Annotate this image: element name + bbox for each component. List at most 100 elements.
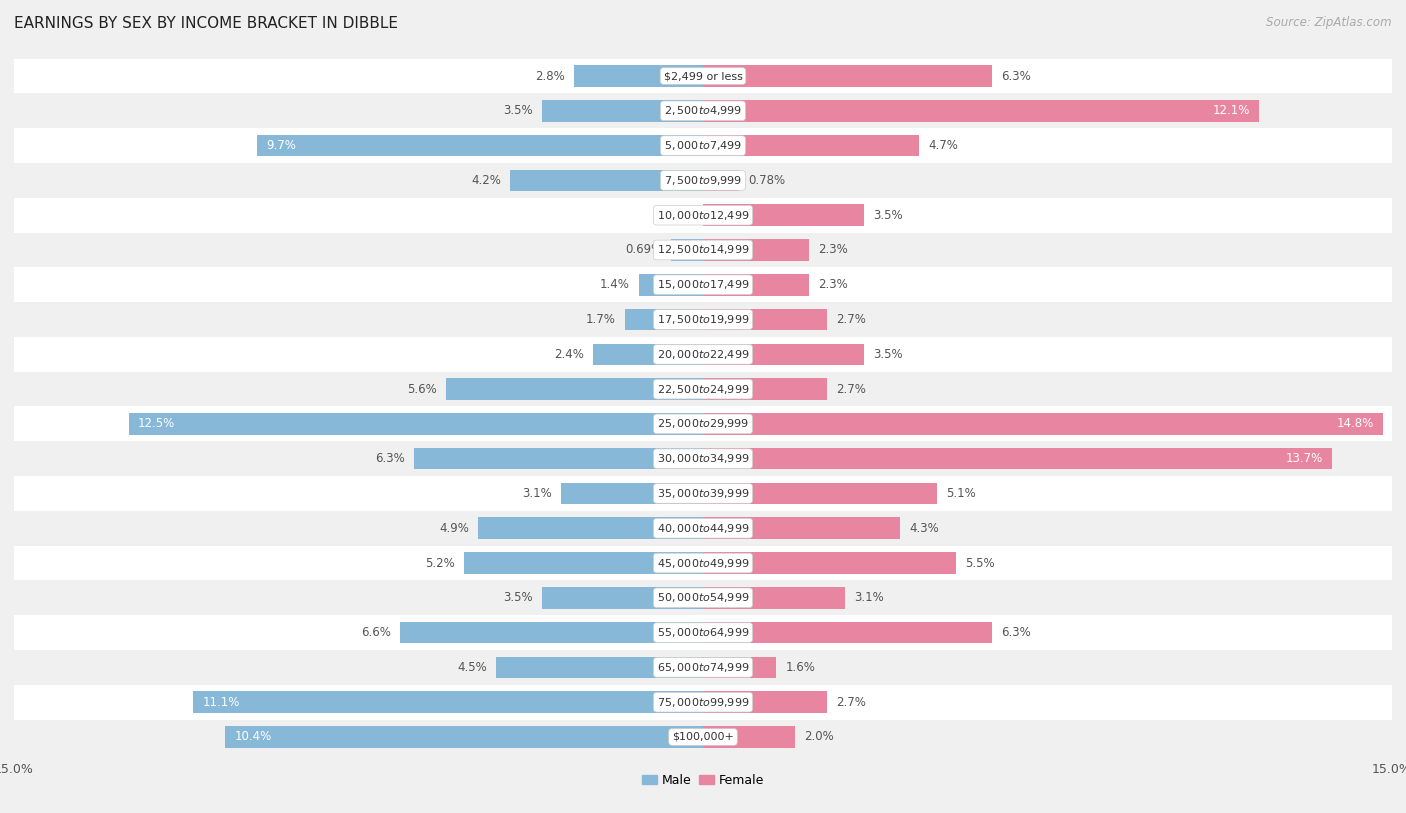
Bar xyxy=(575,65,703,87)
Bar xyxy=(703,657,776,678)
Bar xyxy=(464,552,703,574)
Bar xyxy=(193,691,703,713)
Text: 4.3%: 4.3% xyxy=(910,522,939,535)
Bar xyxy=(624,309,703,330)
Text: $30,000 to $34,999: $30,000 to $34,999 xyxy=(657,452,749,465)
Bar xyxy=(703,622,993,643)
Text: 1.6%: 1.6% xyxy=(786,661,815,674)
Bar xyxy=(413,448,703,469)
Text: 4.9%: 4.9% xyxy=(439,522,468,535)
Bar xyxy=(14,59,1392,93)
Text: 5.1%: 5.1% xyxy=(946,487,976,500)
Text: 9.7%: 9.7% xyxy=(267,139,297,152)
Bar xyxy=(478,517,703,539)
Text: Source: ZipAtlas.com: Source: ZipAtlas.com xyxy=(1267,16,1392,29)
Bar xyxy=(14,233,1392,267)
Bar xyxy=(14,163,1392,198)
Bar xyxy=(510,170,703,191)
Text: $12,500 to $14,999: $12,500 to $14,999 xyxy=(657,243,749,256)
Text: 1.4%: 1.4% xyxy=(599,278,630,291)
Text: $50,000 to $54,999: $50,000 to $54,999 xyxy=(657,591,749,604)
Bar xyxy=(14,685,1392,720)
Bar xyxy=(703,65,993,87)
Text: $25,000 to $29,999: $25,000 to $29,999 xyxy=(657,417,749,430)
Bar xyxy=(129,413,703,435)
Text: $15,000 to $17,499: $15,000 to $17,499 xyxy=(657,278,749,291)
Text: 6.3%: 6.3% xyxy=(375,452,405,465)
Bar xyxy=(14,476,1392,511)
Text: 2.8%: 2.8% xyxy=(536,70,565,83)
Text: 0.78%: 0.78% xyxy=(748,174,785,187)
Text: $100,000+: $100,000+ xyxy=(672,732,734,742)
Bar xyxy=(561,483,703,504)
Bar xyxy=(14,267,1392,302)
Text: 4.2%: 4.2% xyxy=(471,174,501,187)
Text: 3.5%: 3.5% xyxy=(873,348,903,361)
Bar xyxy=(14,511,1392,546)
Text: 0.69%: 0.69% xyxy=(624,243,662,256)
Text: 5.6%: 5.6% xyxy=(406,383,437,396)
Bar xyxy=(703,483,938,504)
Bar xyxy=(14,406,1392,441)
Text: 5.5%: 5.5% xyxy=(965,557,994,570)
Text: 6.3%: 6.3% xyxy=(1001,626,1031,639)
Bar xyxy=(703,170,738,191)
Bar xyxy=(496,657,703,678)
Bar xyxy=(703,552,956,574)
Text: $7,500 to $9,999: $7,500 to $9,999 xyxy=(664,174,742,187)
Bar xyxy=(14,128,1392,163)
Bar xyxy=(14,441,1392,476)
Bar xyxy=(703,344,863,365)
Bar xyxy=(703,517,900,539)
Text: 2.3%: 2.3% xyxy=(818,278,848,291)
Bar xyxy=(14,93,1392,128)
Text: $10,000 to $12,499: $10,000 to $12,499 xyxy=(657,209,749,222)
Bar xyxy=(638,274,703,296)
Bar xyxy=(703,726,794,748)
Bar xyxy=(671,239,703,261)
Text: 2.7%: 2.7% xyxy=(837,696,866,709)
Text: 3.5%: 3.5% xyxy=(503,104,533,117)
Bar xyxy=(703,204,863,226)
Text: $20,000 to $22,499: $20,000 to $22,499 xyxy=(657,348,749,361)
Text: 2.7%: 2.7% xyxy=(837,313,866,326)
Bar xyxy=(14,198,1392,233)
Text: EARNINGS BY SEX BY INCOME BRACKET IN DIBBLE: EARNINGS BY SEX BY INCOME BRACKET IN DIB… xyxy=(14,16,398,31)
Bar xyxy=(446,378,703,400)
Text: 1.7%: 1.7% xyxy=(586,313,616,326)
Bar xyxy=(703,448,1333,469)
Text: 2.0%: 2.0% xyxy=(804,730,834,743)
Text: 11.1%: 11.1% xyxy=(202,696,240,709)
Bar xyxy=(14,372,1392,406)
Bar xyxy=(703,100,1258,122)
Bar xyxy=(14,337,1392,372)
Bar xyxy=(703,413,1382,435)
Text: 2.3%: 2.3% xyxy=(818,243,848,256)
Text: $5,000 to $7,499: $5,000 to $7,499 xyxy=(664,139,742,152)
Text: 6.3%: 6.3% xyxy=(1001,70,1031,83)
Text: $45,000 to $49,999: $45,000 to $49,999 xyxy=(657,557,749,570)
Bar xyxy=(14,650,1392,685)
Text: $65,000 to $74,999: $65,000 to $74,999 xyxy=(657,661,749,674)
Bar xyxy=(257,135,703,156)
Text: $35,000 to $39,999: $35,000 to $39,999 xyxy=(657,487,749,500)
Bar xyxy=(14,580,1392,615)
Text: $2,500 to $4,999: $2,500 to $4,999 xyxy=(664,104,742,117)
Text: 12.1%: 12.1% xyxy=(1212,104,1250,117)
Bar xyxy=(703,587,845,609)
Text: $75,000 to $99,999: $75,000 to $99,999 xyxy=(657,696,749,709)
Bar xyxy=(543,587,703,609)
Bar xyxy=(593,344,703,365)
Text: 4.7%: 4.7% xyxy=(928,139,957,152)
Bar xyxy=(14,546,1392,580)
Text: 5.2%: 5.2% xyxy=(425,557,456,570)
Bar xyxy=(14,302,1392,337)
Bar xyxy=(225,726,703,748)
Text: 3.5%: 3.5% xyxy=(873,209,903,222)
Legend: Male, Female: Male, Female xyxy=(637,769,769,792)
Text: $40,000 to $44,999: $40,000 to $44,999 xyxy=(657,522,749,535)
Bar xyxy=(703,309,827,330)
Bar xyxy=(703,135,920,156)
Text: 3.5%: 3.5% xyxy=(503,591,533,604)
Text: $17,500 to $19,999: $17,500 to $19,999 xyxy=(657,313,749,326)
